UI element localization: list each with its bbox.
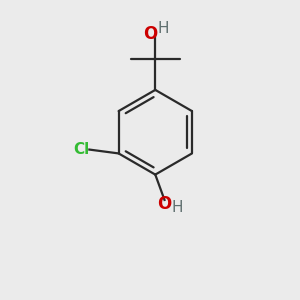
Text: Cl: Cl — [74, 142, 90, 157]
Text: O: O — [143, 25, 158, 43]
Text: H: H — [157, 21, 169, 36]
Text: H: H — [171, 200, 183, 215]
Text: O: O — [158, 195, 172, 213]
